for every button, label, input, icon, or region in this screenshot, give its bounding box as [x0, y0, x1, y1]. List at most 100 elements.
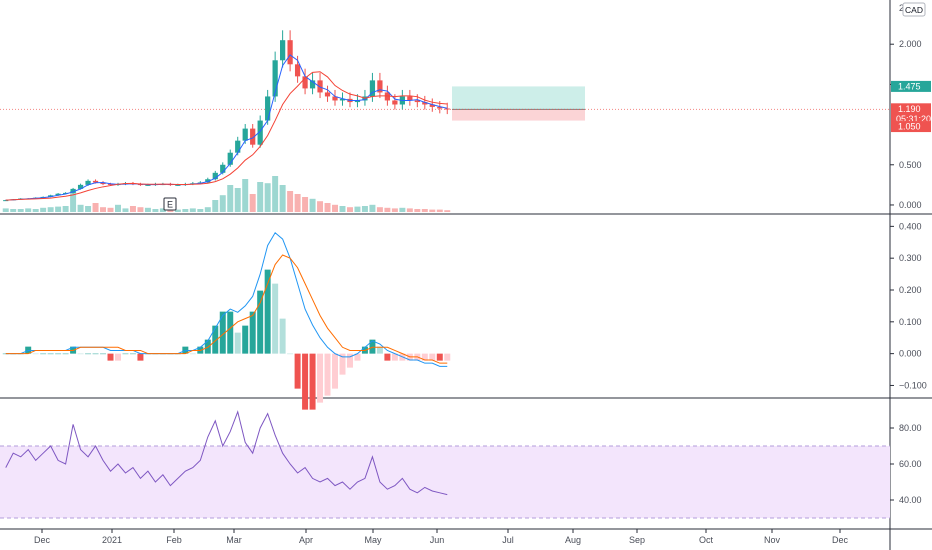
volume-bar	[339, 206, 346, 212]
candle-body	[62, 192, 69, 194]
macd-histogram-bar	[324, 353, 331, 396]
candle-body	[414, 100, 420, 103]
volume-bar	[144, 207, 151, 212]
rsi-tick-label: 60.00	[899, 459, 922, 469]
volume-bar	[369, 204, 376, 212]
time-axis[interactable]: Dec 2021 Feb Mar Apr May Jun Jul Aug Sep Oct Nov Dec	[34, 529, 849, 545]
volume-bar	[436, 209, 443, 212]
time-tick-label: May	[364, 535, 382, 545]
volume-bar	[92, 203, 99, 212]
moving-average-slow	[5, 71, 448, 201]
candle-body	[324, 92, 331, 97]
volume-bar	[249, 194, 256, 212]
macd-histogram-bar	[264, 269, 271, 354]
volume-bar	[129, 206, 136, 212]
volume-bar	[227, 185, 234, 212]
volume-bar	[332, 204, 339, 212]
macd-histogram-bar	[272, 283, 279, 354]
target-price-tag: 1.475	[891, 80, 931, 92]
stop-zone[interactable]	[452, 109, 585, 121]
macd-histogram-bar	[421, 353, 428, 361]
candle-body	[212, 172, 218, 180]
price-pane[interactable]	[0, 0, 890, 213]
volume-bar	[70, 191, 77, 212]
candle-body	[220, 164, 226, 173]
volume-bar	[137, 207, 144, 212]
volume-bar	[264, 183, 271, 212]
macd-histogram-bar	[55, 353, 62, 355]
macd-histogram-bar	[302, 353, 309, 410]
macd-histogram-bar	[62, 353, 69, 355]
volume-bar	[406, 208, 413, 212]
volume-bar	[376, 207, 383, 212]
candle-body	[85, 180, 91, 185]
candle-body	[280, 40, 286, 61]
candle-body	[302, 76, 308, 89]
macd-histogram-bar	[212, 325, 219, 354]
macd-histogram-bar	[129, 353, 136, 355]
macd-histogram-bar	[369, 339, 376, 354]
macd-histogram-bar	[384, 353, 391, 361]
target-zone[interactable]	[452, 86, 585, 110]
macd-histogram-bar	[287, 353, 294, 355]
macd-histogram-bar	[332, 353, 339, 389]
volume-bar	[189, 208, 196, 212]
macd-tick-label: 0.400	[899, 221, 922, 231]
macd-histogram-bar	[189, 353, 196, 355]
volume-bar	[287, 191, 294, 212]
currency-badge[interactable]: CAD	[902, 2, 926, 17]
macd-histogram-bar	[257, 290, 264, 354]
volume-bar	[346, 207, 353, 212]
candle-body	[422, 102, 428, 105]
macd-tick-label: 0.300	[899, 253, 922, 263]
volume-bar	[204, 207, 211, 212]
currency-badge-box	[902, 2, 926, 17]
time-tick-label: Nov	[764, 535, 781, 545]
volume-bar	[62, 206, 69, 212]
volume-bar	[107, 207, 114, 212]
macd-histogram-bar	[40, 353, 47, 355]
price-tick-label: 0.500	[899, 160, 922, 170]
rsi-line	[5, 410, 448, 496]
signal-line	[5, 254, 448, 364]
earnings-marker[interactable]: E	[163, 197, 177, 211]
candle-body	[265, 96, 271, 121]
candle-body	[242, 128, 248, 141]
volume-bar	[17, 209, 24, 212]
volume-bar	[152, 209, 159, 212]
time-tick-label: Mar	[226, 535, 242, 545]
macd-axis[interactable]: 0.400 0.300 0.200 0.100 0.000 −0.100	[890, 221, 927, 390]
volume-bar	[32, 209, 39, 212]
macd-pane[interactable]	[0, 215, 890, 397]
rsi-axis[interactable]: 80.00 60.00 40.00	[890, 423, 922, 505]
macd-histogram-bar	[309, 353, 316, 410]
rsi-tick-label: 80.00	[899, 423, 922, 433]
volume-bar	[391, 208, 398, 212]
macd-histogram-bar	[376, 346, 383, 354]
candle-body	[70, 188, 76, 193]
volume-bar	[40, 207, 47, 212]
volume-bars	[2, 176, 451, 212]
candle-body	[294, 64, 301, 77]
volume-bar	[421, 209, 428, 212]
last-price-tag-bg	[891, 103, 931, 126]
moving-average-fast	[5, 54, 448, 201]
time-tick-label: Dec	[34, 535, 51, 545]
volume-bar	[354, 206, 361, 212]
candle-body	[55, 193, 61, 196]
price-tick-label: 0.000	[899, 200, 922, 210]
time-tick-label: 2021	[102, 535, 122, 545]
macd-histogram-bar	[137, 353, 144, 361]
volume-bar	[324, 203, 331, 212]
macd-histogram-bar	[242, 325, 249, 354]
volume-bar	[361, 206, 368, 212]
macd-histogram-bar	[436, 353, 443, 361]
volume-bar	[122, 208, 129, 212]
time-tick-label: Sep	[629, 535, 645, 545]
last-price-tag-label: 1.190	[898, 104, 921, 114]
macd-histogram-bar	[107, 353, 114, 361]
price-tick-label: 2.000	[899, 39, 922, 49]
macd-tick-label: 0.000	[899, 349, 922, 359]
macd-histogram-bar	[294, 353, 301, 389]
